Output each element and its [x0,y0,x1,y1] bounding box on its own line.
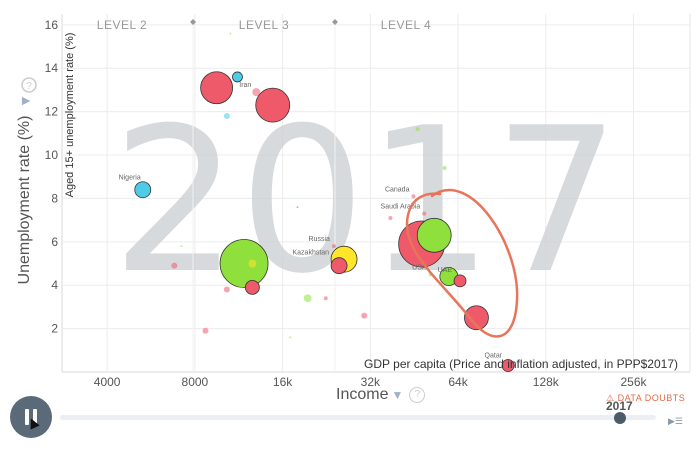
timeline-handle[interactable] [614,412,626,424]
country-label: Saudi Arabia [381,204,421,211]
x-tick-label: 16k [273,375,293,389]
bubble[interactable] [422,211,427,216]
bubble[interactable] [255,87,291,123]
y-tick-label: 10 [45,148,59,162]
country-labels: Nigeria Kazakhstan UAE Qatar Iran Russia USA Sa… [119,82,503,359]
y-help-glyph: ? [26,81,32,92]
bubble[interactable] [223,112,230,119]
x-tick-label: 64k [448,375,468,389]
bubble[interactable] [323,296,328,301]
x-tick-label: 128k [533,375,560,389]
level-divider-marker [190,19,196,25]
bubble[interactable] [331,244,336,249]
y-tick-label: 4 [51,278,58,292]
annotation-ellipse [405,188,519,338]
bubble[interactable] [361,312,368,319]
timeline-year: 2017 [606,399,633,413]
income-levels: LEVEL 2 LEVEL 3 LEVEL 4 [97,18,431,32]
x-axis-ticks: 4000 8000 16k 32k 64k 128k 256k [94,375,648,389]
bubble[interactable] [411,194,416,199]
bubble[interactable] [442,166,447,171]
y-axis-sublabel: Aged 15+ unemployment rate (%) [64,33,76,198]
warning-icon: ⚠ [606,393,618,403]
bubble[interactable] [180,245,183,248]
y-tick-label: 2 [51,322,58,336]
y-tick-label: 12 [45,105,59,119]
country-label: USA [412,264,427,271]
y-axis-ticks: 2 4 6 8 10 12 14 16 [45,18,59,336]
x-axis-sublabel: GDP per capita (Price and inflation adju… [364,357,678,371]
bubble[interactable] [296,206,299,209]
bubble[interactable] [453,274,467,288]
x-tick-label: 8000 [182,375,209,389]
x-help-icon[interactable]: ? [409,387,426,403]
bubble[interactable] [134,181,152,199]
country-label: Qatar [485,352,503,359]
year-watermark: 2017 [112,85,621,318]
x-tick-label: 256k [620,375,647,389]
x-axis-caret-icon[interactable]: ▼ [391,388,404,402]
bubble[interactable] [388,215,393,220]
y-axis-caret-icon[interactable]: ▼ [19,96,32,105]
country-label: Kazakhstan [292,250,329,257]
y-tick-label: 16 [45,18,59,32]
speed-control-icon[interactable]: ▶☰ [668,416,683,426]
bubble[interactable] [252,88,261,97]
pause-button[interactable] [10,396,52,438]
data-doubts-text: DATA DOUBTS [617,393,686,403]
data-doubts-link[interactable]: ⚠ DATA DOUBTS [606,393,685,404]
level-4-label: LEVEL 4 [381,18,431,32]
bubble[interactable] [303,294,312,303]
country-label: Nigeria [119,175,141,182]
x-axis-control[interactable]: Income ▼? [336,386,426,404]
bubble[interactable] [501,359,515,372]
bubble[interactable] [244,279,260,295]
bubble[interactable] [416,217,452,253]
bubble[interactable] [219,239,269,288]
y-help-icon[interactable]: ? [21,77,37,93]
level-divider-marker [332,19,338,25]
country-label: UAE [438,267,453,274]
y-tick-label: 6 [51,235,58,249]
country-label: Canada [385,186,410,193]
bubble[interactable] [289,336,292,339]
bubble[interactable] [237,282,244,289]
x-tick-label: 32k [361,375,381,389]
bubble[interactable] [223,286,230,293]
bubble[interactable] [232,71,243,83]
bubble[interactable] [171,262,178,269]
y-tick-label: 8 [51,191,58,205]
bubble[interactable] [202,327,209,334]
bubble[interactable] [330,257,348,275]
level-3-label: LEVEL 3 [239,18,289,32]
bubble[interactable] [248,259,257,268]
x-axis-label[interactable]: Income [336,386,389,403]
timeline-slider[interactable] [60,415,656,420]
pause-bar-left [25,409,29,425]
bubble[interactable] [464,305,489,331]
bubble[interactable] [200,71,234,105]
level-dividers [190,19,338,372]
grid-lines [61,14,691,373]
x-tick-label: 4000 [94,375,121,389]
bubble[interactable] [229,32,232,35]
y-tick-label: 14 [45,61,59,75]
country-label: Iran [239,82,251,89]
bubbles [134,32,515,372]
y-axis-label[interactable]: Unemployment rate (%) [16,116,33,285]
pause-bar-right [33,409,37,425]
bubble[interactable] [415,126,420,131]
country-label: Russia [309,236,331,243]
level-2-label: LEVEL 2 [97,18,147,32]
